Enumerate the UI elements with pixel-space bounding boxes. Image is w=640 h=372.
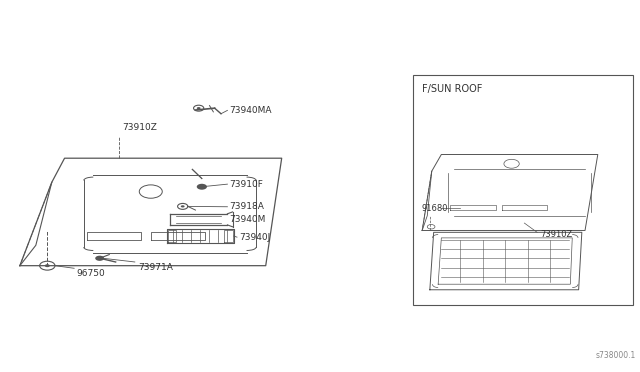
Text: 73940M: 73940M	[229, 215, 266, 224]
Text: 73910Z: 73910Z	[540, 230, 573, 239]
Text: 73918A: 73918A	[229, 202, 264, 211]
Text: s738000.1: s738000.1	[596, 351, 636, 360]
Text: 73971A: 73971A	[138, 263, 173, 272]
Text: 73940J: 73940J	[239, 232, 270, 242]
Text: 96750: 96750	[76, 269, 105, 278]
Bar	[413, 75, 633, 305]
Text: 73910Z: 73910Z	[122, 123, 157, 132]
Text: 73910F: 73910F	[229, 180, 263, 189]
Circle shape	[196, 107, 200, 109]
Circle shape	[45, 264, 50, 267]
Text: 73940MA: 73940MA	[229, 106, 272, 115]
Circle shape	[95, 256, 104, 261]
Text: F/SUN ROOF: F/SUN ROOF	[422, 84, 483, 94]
Circle shape	[196, 184, 207, 190]
Circle shape	[180, 205, 184, 208]
Text: 91680: 91680	[422, 204, 448, 213]
